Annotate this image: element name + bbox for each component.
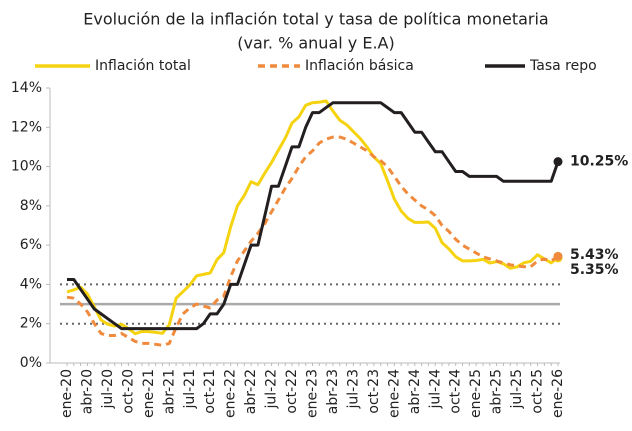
legend-label: Inflación total [95,58,191,74]
x-tick-label: abr-24 [407,369,423,414]
x-tick-label: ene-21 [141,369,157,418]
y-tick-label: 14% [11,80,42,96]
chart-subtitle: (var. % anual y E.A) [237,34,394,53]
series-line [66,99,559,336]
y-tick-label: 10% [11,159,42,175]
x-tick-label: jul-23 [345,369,361,410]
x-tick-label: oct-23 [366,369,382,414]
x-tick-label: abr-20 [79,369,95,414]
end-label: 5.35% [570,262,619,278]
x-tick-label: jul-20 [100,369,116,410]
legend-label: Inflación básica [305,58,414,74]
x-tick-label: abr-25 [489,369,505,414]
x-tick-label: oct-25 [530,369,546,414]
x-tick-label: ene-25 [468,369,484,418]
series-line [67,101,560,331]
x-tick-label: jul-21 [182,369,198,410]
x-tick-label: oct-24 [448,369,464,414]
x-tick-label: jul-24 [427,369,443,410]
x-tick-label: ene-20 [59,369,75,418]
x-tick-label: jul-25 [509,369,525,410]
y-tick-label: 8% [20,198,42,214]
x-tick-label: jul-22 [264,369,280,410]
x-tick-label: abr-23 [325,369,341,414]
x-tick-label: ene-23 [305,369,321,418]
y-tick-label: 4% [20,276,42,292]
x-tick-label: ene-26 [550,369,566,418]
y-tick-label: 2% [20,316,42,332]
x-tick-label: oct-20 [120,369,136,414]
end-label: 10.25% [570,154,628,170]
end-label: 5.43% [570,247,619,263]
x-tick-label: abr-22 [243,369,259,414]
y-tick-label: 6% [20,237,42,253]
y-tick-label: 12% [11,119,42,135]
series-line [66,135,559,347]
x-tick-label: ene-24 [386,369,402,418]
x-tick-label: oct-22 [284,369,300,414]
x-tick-label: ene-22 [223,369,239,418]
y-tick-label: 0% [20,355,42,371]
x-tick-label: oct-21 [202,369,218,414]
legend-label: Tasa repo [529,58,597,74]
x-tick-label: abr-21 [161,369,177,414]
end-point [553,157,563,167]
chart-title: Evolución de la inflación total y tasa d… [83,10,548,29]
end-point [553,251,563,261]
